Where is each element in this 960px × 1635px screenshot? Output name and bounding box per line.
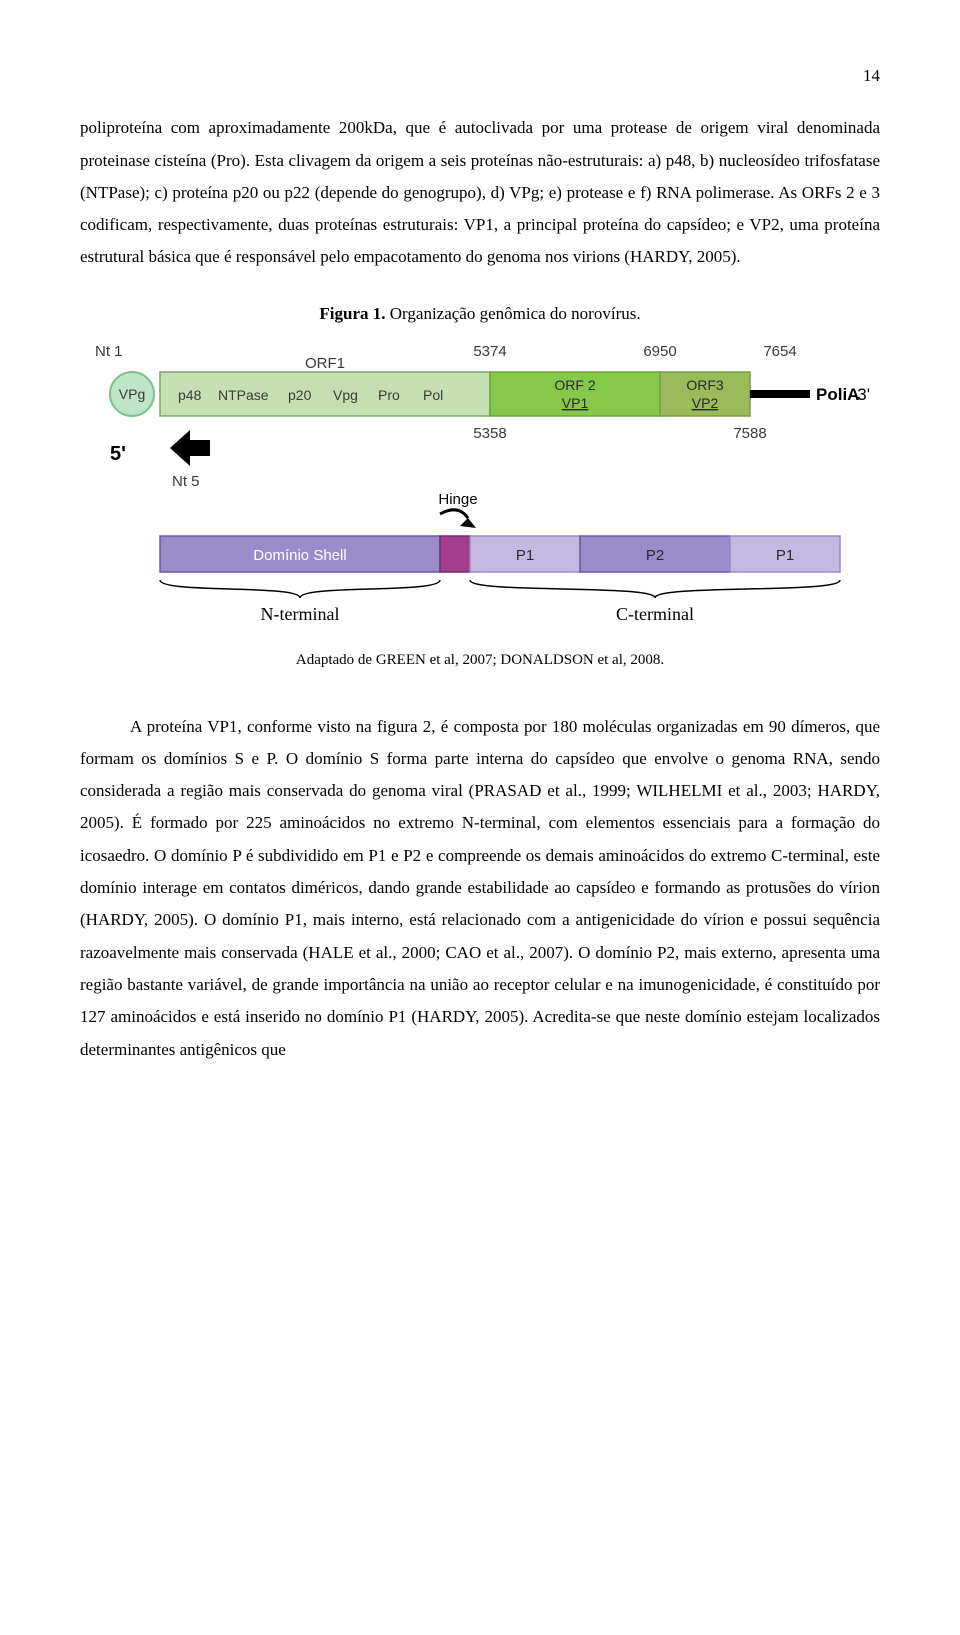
tick-6950: 6950 — [643, 343, 676, 360]
three-prime: 3' — [857, 385, 870, 404]
figure-1-diagram: Nt 1 VPg ORF1 p48 NTPase p20 Vpg Pro Pol… — [80, 336, 880, 636]
orf1-label: ORF1 — [305, 355, 345, 372]
orf1-item-pro: Pro — [378, 387, 400, 403]
five-prime-arrow-icon — [170, 430, 210, 466]
figure-title: Organização genômica do norovírus. — [386, 304, 641, 323]
domain-hinge-box — [440, 536, 470, 572]
page-number: 14 — [80, 60, 880, 92]
five-prime: 5' — [110, 443, 126, 465]
domain-p2-label: P2 — [646, 547, 664, 564]
domain-p1b-label: P1 — [776, 547, 794, 564]
orf1-item-p20: p20 — [288, 387, 312, 403]
orf3-label: ORF3 — [686, 377, 724, 393]
c-terminal-label: C-terminal — [616, 604, 694, 624]
orf1-item-p48: p48 — [178, 387, 202, 403]
figure-caption: Figura 1. Organização genômica do noroví… — [80, 298, 880, 330]
c-terminal-brace — [470, 580, 840, 598]
n-terminal-brace — [160, 580, 440, 598]
orf3-sub: VP2 — [692, 395, 719, 411]
paragraph-2: A proteína VP1, conforme visto na figura… — [80, 711, 880, 1066]
hinge-label: Hinge — [438, 491, 477, 508]
nt1-label: Nt 1 — [95, 343, 123, 360]
hinge-arrow-head-icon — [460, 518, 476, 528]
tick-7588: 7588 — [733, 425, 766, 442]
orf1-item-pol: Pol — [423, 387, 443, 403]
tick-5358: 5358 — [473, 425, 506, 442]
figure-label: Figura 1. — [319, 304, 385, 323]
orf2-sub: VP1 — [562, 395, 589, 411]
n-terminal-label: N-terminal — [261, 604, 340, 624]
orf1-item-vpg: Vpg — [333, 387, 358, 403]
tick-5374: 5374 — [473, 343, 506, 360]
orf2-label: ORF 2 — [554, 377, 595, 393]
domain-p1a-label: P1 — [516, 547, 534, 564]
polia-label: PoliA — [816, 385, 859, 404]
paragraph-1: poliproteína com aproximadamente 200kDa,… — [80, 112, 880, 273]
hinge-arrow-curve — [440, 510, 468, 518]
nt5-label: Nt 5 — [172, 473, 200, 490]
figure-source: Adaptado de GREEN et al, 2007; DONALDSON… — [80, 646, 880, 675]
orf1-item-ntpase: NTPase — [218, 387, 269, 403]
vpg-label: VPg — [119, 386, 145, 402]
tick-7654: 7654 — [763, 343, 796, 360]
domain-shell-label: Domínio Shell — [253, 547, 346, 564]
